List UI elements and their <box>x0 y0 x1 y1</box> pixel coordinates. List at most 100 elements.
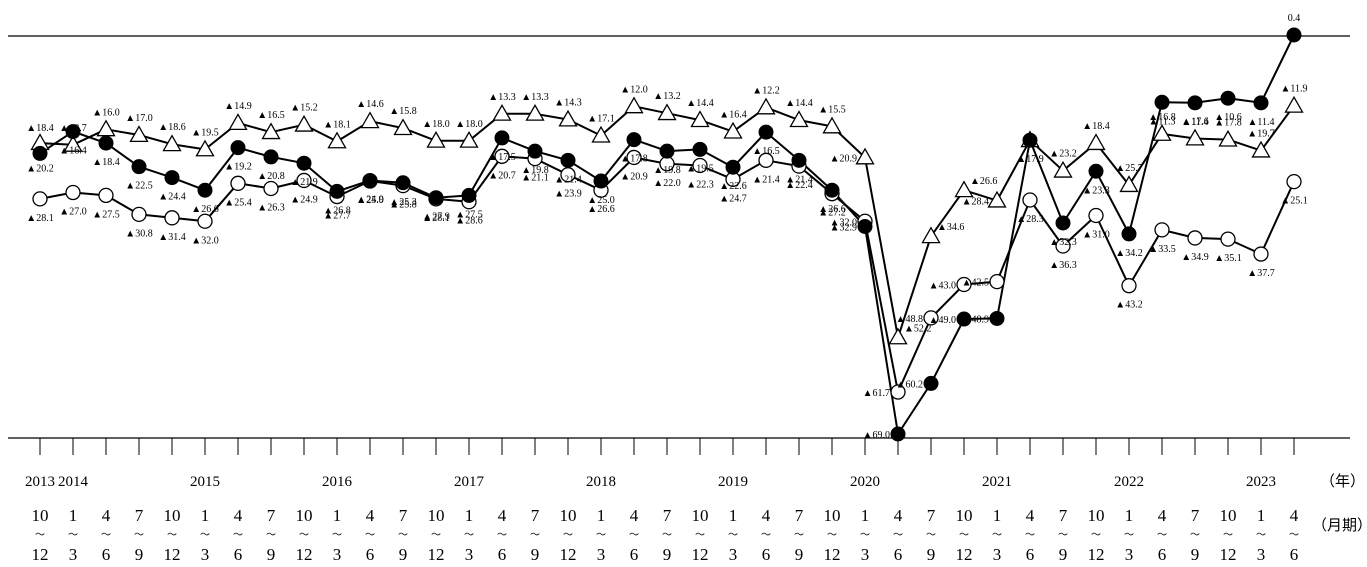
data-label: 0.4 <box>1288 13 1301 24</box>
quarter-start-label: 10 <box>1220 506 1237 525</box>
data-label: ▲18.0 <box>422 119 449 130</box>
data-label: ▲19.8 <box>653 165 680 176</box>
quarter-start-label: 1 <box>1257 506 1266 525</box>
quarter-tilde: ～ <box>68 530 78 541</box>
triangle-marker <box>1251 140 1271 158</box>
quarter-end-label: 9 <box>795 545 804 564</box>
quarter-end-label: 9 <box>663 545 672 564</box>
data-label: ▲22.0 <box>653 178 680 189</box>
filled-circle-marker <box>296 155 312 171</box>
quarter-start-label: 4 <box>894 506 903 525</box>
quarter-start-label: 1 <box>729 506 738 525</box>
data-label: ▲18.0 <box>455 119 482 130</box>
triangle-marker <box>63 135 83 152</box>
year-label: 2013 <box>25 474 55 490</box>
data-label: ▲32.0 <box>830 217 857 228</box>
triangle-marker <box>1218 129 1238 147</box>
data-label: ▲26.8 <box>323 205 350 216</box>
triangle-marker <box>888 327 908 345</box>
quarter-tilde: ～ <box>332 530 342 541</box>
filled-circle-marker <box>197 182 213 198</box>
filled-circle-marker <box>593 173 609 189</box>
data-label: ▲16.4 <box>719 110 746 121</box>
data-label: ▲43.2 <box>1115 300 1142 311</box>
filled-circle-marker <box>98 135 114 151</box>
triangle-marker <box>294 114 314 132</box>
quarter-tilde: ～ <box>1058 530 1068 541</box>
data-label: ▲20.8 <box>257 171 284 182</box>
data-label: ▲15.5 <box>818 104 845 115</box>
triangle-marker <box>1185 128 1205 146</box>
quarter-tilde: ～ <box>299 530 309 541</box>
quarter-start-label: 1 <box>861 506 870 525</box>
data-label: ▲26.6 <box>970 176 997 187</box>
year-label: 2020 <box>850 474 880 490</box>
x-axis-labels: （年） （月期） 2013 2014 2015 2016 2017 2018 2019 202… <box>25 473 1367 564</box>
data-label: ▲48.8 <box>896 314 923 325</box>
data-label: ▲25.7 <box>1115 163 1142 174</box>
data-label: ▲27.5 <box>92 209 119 220</box>
data-label: ▲23.3 <box>1082 185 1109 196</box>
data-label: ▲23.2 <box>1049 149 1076 160</box>
data-label: ▲26.6 <box>587 204 614 215</box>
filled-circle-marker <box>560 152 576 168</box>
data-label: ▲13.2 <box>653 91 680 102</box>
triangle-marker <box>987 190 1007 208</box>
data-label: ▲69.0 <box>863 430 890 441</box>
data-label: ▲11.9 <box>1280 84 1307 95</box>
quarter-end-label: 12 <box>164 545 181 564</box>
quarter-tilde: ～ <box>431 530 441 541</box>
data-label: ▲25.8 <box>389 200 416 211</box>
triangle-marker <box>624 96 644 114</box>
quarter-start-label: 4 <box>102 506 111 525</box>
data-label: ▲11.4 <box>1247 117 1274 128</box>
triangle-marker <box>855 147 875 165</box>
triangle-marker <box>822 116 842 134</box>
data-label: ▲32.3 <box>1049 237 1076 248</box>
filled-circle-marker <box>1088 163 1104 179</box>
quarter-tilde: ～ <box>1091 530 1101 541</box>
quarter-start-label: 4 <box>1158 506 1167 525</box>
quarter-end-label: 6 <box>1026 545 1035 564</box>
triangle-marker <box>690 110 710 128</box>
quarter-end-label: 6 <box>894 545 903 564</box>
data-label: ▲22.3 <box>686 180 713 191</box>
quarter-end-label: 9 <box>1059 545 1068 564</box>
filled-circle-marker <box>527 143 543 159</box>
quarter-start-label: 10 <box>32 506 49 525</box>
quarter-end-label: 3 <box>465 545 474 564</box>
open-circle-marker <box>692 157 708 174</box>
quarter-end-label: 12 <box>32 545 49 564</box>
quarter-tilde: ～ <box>992 530 1002 541</box>
quarter-tilde: ～ <box>1190 530 1200 541</box>
open-circle-marker <box>989 273 1005 290</box>
quarter-start-label: 4 <box>498 506 507 525</box>
quarter-end-label: 3 <box>333 545 342 564</box>
data-label: ▲18.4 <box>1082 121 1109 132</box>
quarter-end-label: 3 <box>993 545 1002 564</box>
quarter-end-label: 3 <box>861 545 870 564</box>
quarter-end-label: 9 <box>1191 545 1200 564</box>
quarter-end-label: 9 <box>267 545 276 564</box>
quarter-tilde: ～ <box>959 530 969 541</box>
open-circle-marker <box>230 175 246 191</box>
filled-circle-marker <box>494 130 510 146</box>
quarter-tilde: ～ <box>893 530 903 541</box>
quarter-tilde: ～ <box>530 530 540 541</box>
quarter-tilde: ～ <box>926 530 936 541</box>
data-label: ▲34.2 <box>1115 248 1142 259</box>
quarter-end-label: 12 <box>692 545 709 564</box>
data-label: ▲22.6 <box>719 181 746 192</box>
quarter-end-label: 9 <box>927 545 936 564</box>
quarter-start-label: 1 <box>597 506 606 525</box>
data-label: ▲28.3 <box>1016 214 1043 225</box>
triangle-marker <box>756 97 776 115</box>
data-label: ▲11.4 <box>1181 117 1208 128</box>
quarter-tilde: ～ <box>464 530 474 541</box>
quarter-end-label: 12 <box>296 545 313 564</box>
data-label: ▲19.5 <box>191 127 218 138</box>
data-label: ▲12.2 <box>752 85 779 96</box>
data-label: ▲27.5 <box>455 209 482 220</box>
triangle-marker <box>96 119 116 137</box>
open-circle-marker <box>32 191 48 207</box>
